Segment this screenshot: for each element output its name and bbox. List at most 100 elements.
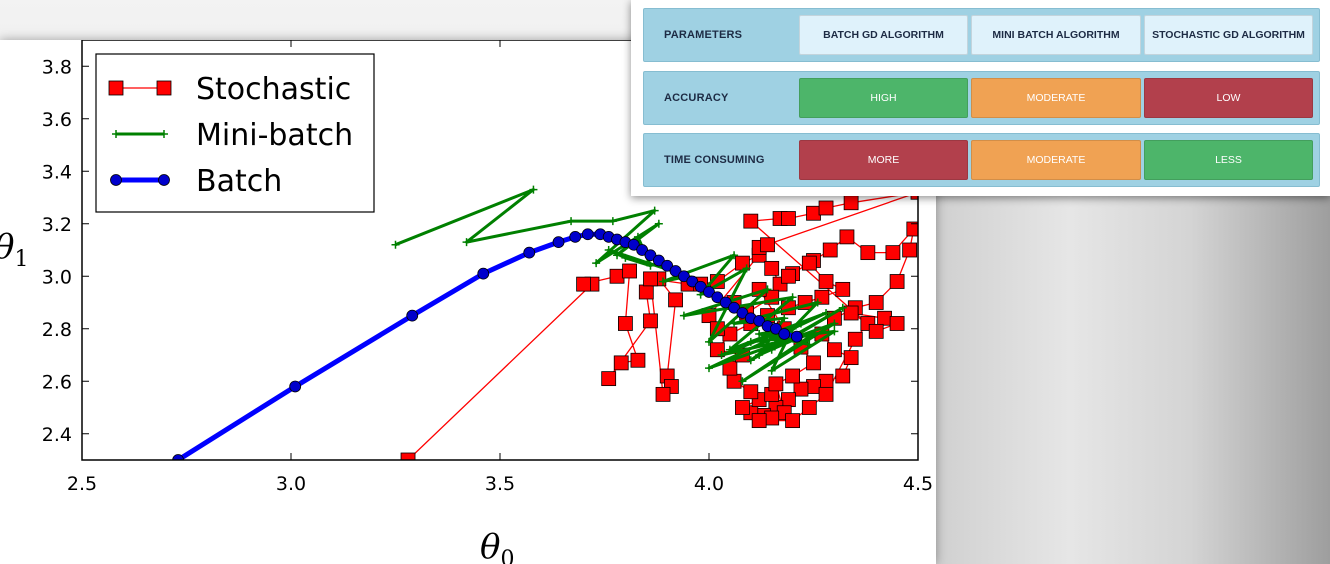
cell-accuracy-batch: HIGH [799,78,968,118]
batch-point-2 [406,309,419,322]
stochastic-point-7 [613,355,629,371]
mini-batch-point-26 [738,377,747,386]
mini-batch-point-2 [462,238,471,247]
batch-point-22 [711,291,724,304]
stochastic-point-38 [843,350,859,366]
stochastic-point-78 [801,400,817,415]
batch-point-24 [728,301,740,314]
mini-batch-point-15 [730,251,739,260]
stochastic-point-6 [630,352,646,368]
mini-batch-point-41 [788,324,797,333]
batch-point-0 [172,454,185,460]
stochastic-point-0 [400,452,416,460]
mini-batch-point-0 [391,240,400,249]
stochastic-point-43 [781,392,796,408]
stochastic-point-28 [860,245,876,261]
mini-batch-point-29 [796,319,805,328]
mini-batch-point-10 [646,261,655,270]
mini-batch-point-3 [567,217,576,226]
legend-label-mini-batch: Mini-batch [196,118,353,153]
stochastic-point-63 [801,255,817,271]
cell-time-mini-batch: MODERATE [971,140,1141,180]
batch-point-12 [627,238,640,251]
row-label: ACCURACY [664,92,729,104]
mini-batch-point-38 [746,337,755,346]
mini-batch-point-4 [608,217,617,226]
x-axis-label: θ0 [480,527,514,564]
mini-batch-point-5 [650,206,659,215]
stochastic-point-16 [643,271,658,287]
stochastic-point-89 [806,205,821,221]
stochastic-point-legend-b [156,80,172,96]
mini-batch-point-33 [813,298,822,307]
stochastic-point-72 [785,368,800,384]
x-tick-label: 4.0 [694,473,724,495]
mini-batch-point-14 [659,277,668,286]
mini-batch-point-6 [592,259,601,268]
stochastic-point-40 [818,373,834,389]
y-tick-label: 2.8 [42,319,72,341]
batch-point-17 [669,265,682,277]
batch-point-legend-b [158,174,170,186]
mini-batch-point-19 [763,285,772,294]
stochastic-point-37 [827,342,842,358]
stochastic-point-3 [609,268,625,284]
stochastic-point-31 [902,242,918,258]
header-batch-gd: BATCH GD ALGORITHM [799,15,968,55]
stochastic-point-64 [781,268,796,284]
stochastic-point-4 [622,263,637,279]
y-tick-label: 3.8 [42,56,72,78]
batch-point-1 [289,380,302,393]
stochastic-point-79 [818,386,834,402]
batch-series [172,228,803,460]
stochastic-point-62 [818,274,834,289]
mini-batch-point-43 [805,340,814,349]
mini-batch-point-20 [679,311,688,320]
stochastic-series [400,184,918,460]
stochastic-point-75 [764,410,780,426]
stochastic-point-41 [806,379,821,394]
stochastic-point-29 [885,245,901,261]
stochastic-point-42 [793,381,809,397]
batch-point-16 [661,259,674,272]
batch-point-legend-a [110,174,122,186]
x-tick-label: 4.5 [903,473,933,495]
mini-batch-point-7 [654,219,663,228]
stochastic-point-8 [601,371,617,387]
stochastic-point-77 [785,413,800,429]
mini-batch-point-32 [767,345,776,354]
mini-batch-point-27 [809,330,818,338]
stochastic-point-76 [751,413,767,429]
stochastic-point-91 [843,195,859,211]
chart-svg: 2.5 3.0 3.5 4.0 4.52.42.62.83.03.23.43.63.8 … [0,40,933,564]
batch-point-13 [636,244,649,256]
mini-batch-point-21 [788,293,797,302]
stochastic-point-12 [668,292,683,308]
batch-point-30 [778,328,791,340]
mini-batch-point-22 [725,345,734,354]
y-tick-label: 3.0 [42,266,72,288]
stochastic-point-71 [806,355,821,371]
batch-point-21 [703,286,715,298]
header-stochastic-gd: STOCHASTIC GD ALGORITHM [1144,15,1313,55]
stochastic-point-15 [655,386,671,402]
stochastic-point-94 [760,237,775,253]
mini-batch-point-8 [613,251,622,260]
y-tick-label: 2.4 [42,424,72,446]
batch-point-27 [753,314,766,327]
stochastic-point-90 [818,200,834,216]
mini-batch-point-36 [755,351,764,359]
batch-point-5 [552,236,565,249]
comparison-table: PARAMETERS BATCH GD ALGORITHM MINI BATCH… [631,0,1330,196]
stochastic-point-39 [835,368,851,384]
batch-point-14 [644,249,657,262]
stochastic-point-61 [835,281,851,297]
stochastic-point-27 [839,229,855,245]
batch-point-29 [769,322,782,335]
mini-batch-point-9 [633,232,642,241]
batch-point-19 [686,275,699,288]
legend-label-batch: Batch [196,164,282,199]
mini-batch-point-11 [621,253,630,262]
stochastic-point-84 [889,316,905,331]
table-row-accuracy: ACCURACY HIGH MODERATE LOW [643,71,1320,125]
